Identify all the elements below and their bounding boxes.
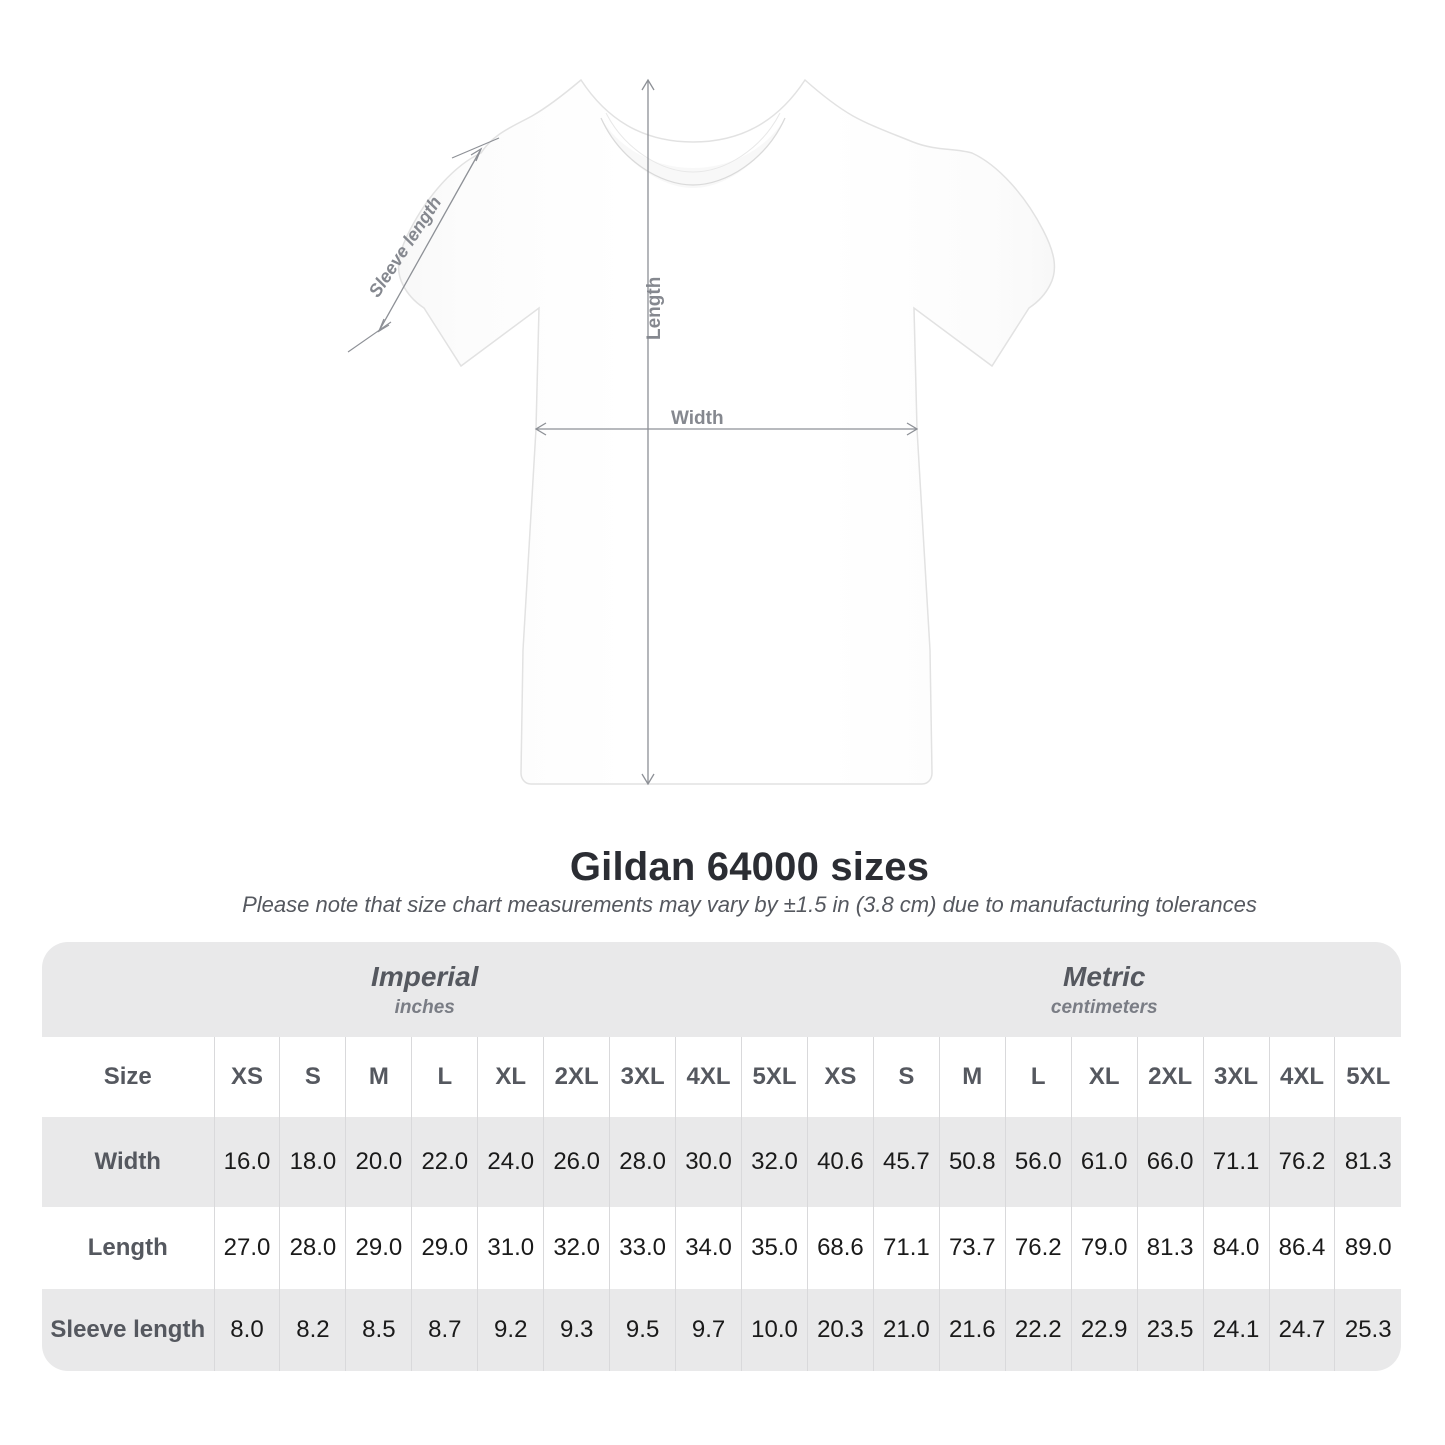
svg-text:Length: Length <box>644 277 665 340</box>
svg-text:Width: Width <box>671 408 724 429</box>
